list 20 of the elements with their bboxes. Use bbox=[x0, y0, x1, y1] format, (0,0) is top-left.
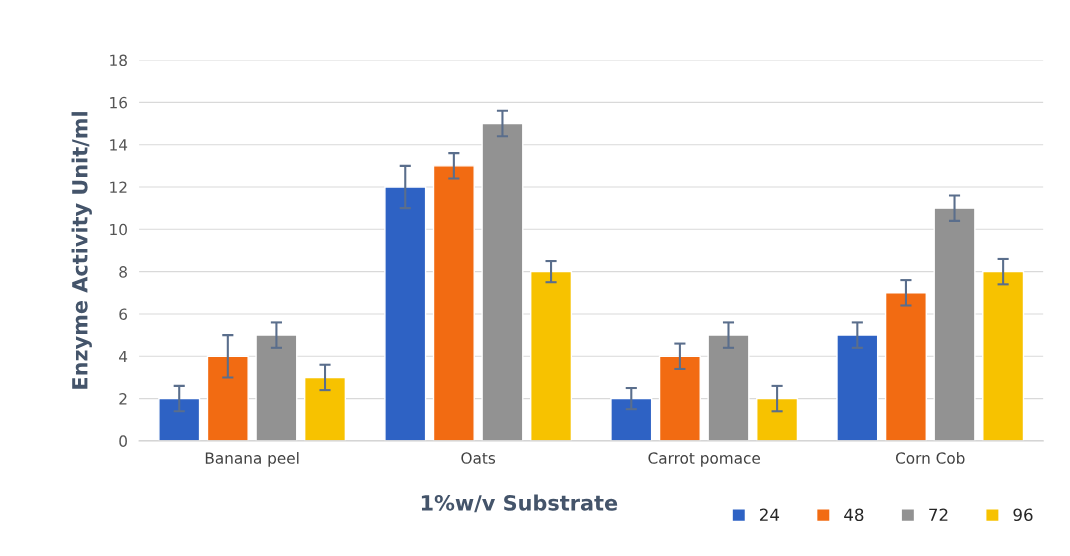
legend-label: 24 bbox=[759, 508, 780, 521]
x-tick-label: Corn Cob bbox=[895, 452, 965, 464]
y-tick-label: 16 bbox=[110, 96, 128, 109]
y-tick-label: 8 bbox=[119, 266, 127, 278]
y-axis-title: Enzyme Activity Unit/ml bbox=[71, 112, 92, 389]
y-tick-label: 18 bbox=[110, 54, 127, 67]
y-tick-label: 4 bbox=[119, 350, 128, 363]
y-tick-label: 10 bbox=[110, 223, 127, 236]
legend-label: 96 bbox=[1013, 508, 1033, 522]
x-tick-label: Oats bbox=[461, 452, 496, 464]
x-axis-title: 1%w/v Substrate bbox=[421, 494, 618, 513]
y-tick-label: 2 bbox=[119, 393, 127, 405]
x-tick-label: Banana peel bbox=[205, 452, 299, 467]
y-tick-label: 0 bbox=[119, 435, 127, 447]
legend-label: 72 bbox=[929, 508, 948, 521]
x-tick-label: Carrot pomace bbox=[648, 452, 761, 467]
y-tick-label: 12 bbox=[110, 181, 127, 193]
legend-label: 48 bbox=[844, 508, 864, 522]
y-tick-label: 6 bbox=[119, 308, 128, 320]
y-tick-label: 14 bbox=[110, 139, 128, 151]
